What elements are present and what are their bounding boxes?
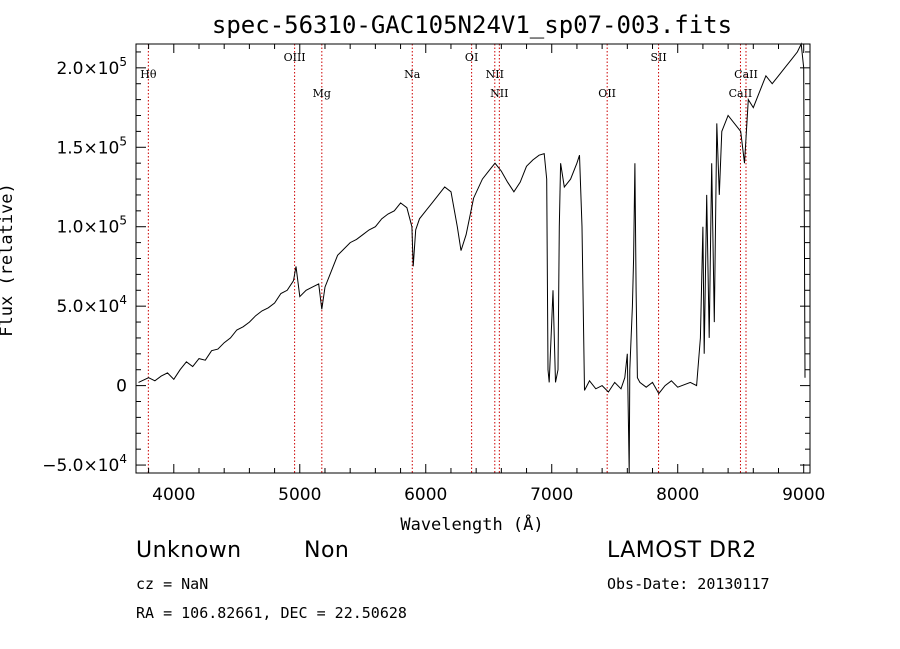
y-tick-mantissa: 0 — [116, 377, 127, 397]
y-tick-mantissa: 2.0×10 — [56, 59, 119, 79]
y-tick-label: 1.0×105 — [56, 214, 127, 238]
y-tick-label: 1.5×105 — [56, 134, 127, 158]
x-tick-label: 8000 — [656, 485, 699, 505]
line-marker-label: OII — [598, 87, 616, 100]
line-markers: Hθ OIII Mg Na OI NII NII OII SII CaII CaII — [140, 44, 758, 473]
x-tick-label: 7000 — [530, 485, 573, 505]
line-marker-label: NII — [490, 87, 508, 100]
y-tick-mantissa: 1.0×10 — [56, 218, 119, 238]
y-tick-exponent: 4 — [119, 452, 127, 466]
line-marker-label: Mg — [313, 87, 331, 100]
y-tick-exponent: 5 — [119, 55, 127, 69]
line-marker-label: NII — [486, 68, 504, 81]
y-tick-label: −5.0×104 — [42, 452, 127, 476]
line-marker-label: OI — [465, 51, 478, 64]
y-tick-exponent: 5 — [119, 214, 127, 228]
survey-name: LAMOST DR2 — [607, 538, 757, 563]
x-tick-label: 9000 — [782, 485, 825, 505]
y-tick-label: 0 — [116, 377, 127, 397]
redshift-text: cz = NaN — [136, 575, 209, 593]
y-tick-label: 2.0×105 — [56, 55, 127, 79]
line-marker-label: Hθ — [140, 68, 157, 81]
object-class: Unknown — [136, 538, 242, 563]
obs-date-text: Obs-Date: 20130117 — [607, 575, 770, 593]
line-marker-label: OIII — [284, 51, 306, 64]
x-axis-label: Wavelength (Å) — [400, 513, 543, 535]
y-tick-mantissa: 1.5×10 — [56, 138, 119, 158]
y-tick-mantissa: −5.0×10 — [42, 456, 119, 476]
y-tick-mantissa: 5.0×10 — [56, 297, 119, 317]
x-tick-label: 5000 — [278, 485, 321, 505]
x-tick-label: 4000 — [152, 485, 195, 505]
coordinates-text: RA = 106.82661, DEC = 22.50628 — [136, 604, 407, 622]
y-tick-exponent: 4 — [119, 293, 127, 307]
x-tick-label: 6000 — [404, 485, 447, 505]
x-axis: 4000 5000 6000 7000 8000 9000 — [148, 44, 825, 505]
series-line — [138, 42, 806, 474]
line-marker-label: CaII — [729, 87, 753, 100]
chart-title: spec-56310-GAC105N24V1_sp07-003.fits — [212, 11, 732, 39]
y-axis-label: Flux (relative) — [0, 183, 17, 337]
object-subclass: Non — [304, 538, 350, 563]
y-tick-label: 5.0×104 — [56, 293, 127, 317]
y-tick-exponent: 5 — [119, 134, 127, 148]
line-marker-label: SII — [650, 51, 666, 64]
line-marker-label: Na — [404, 68, 421, 81]
line-marker-label: CaII — [734, 68, 758, 81]
plot-frame — [135, 43, 811, 474]
